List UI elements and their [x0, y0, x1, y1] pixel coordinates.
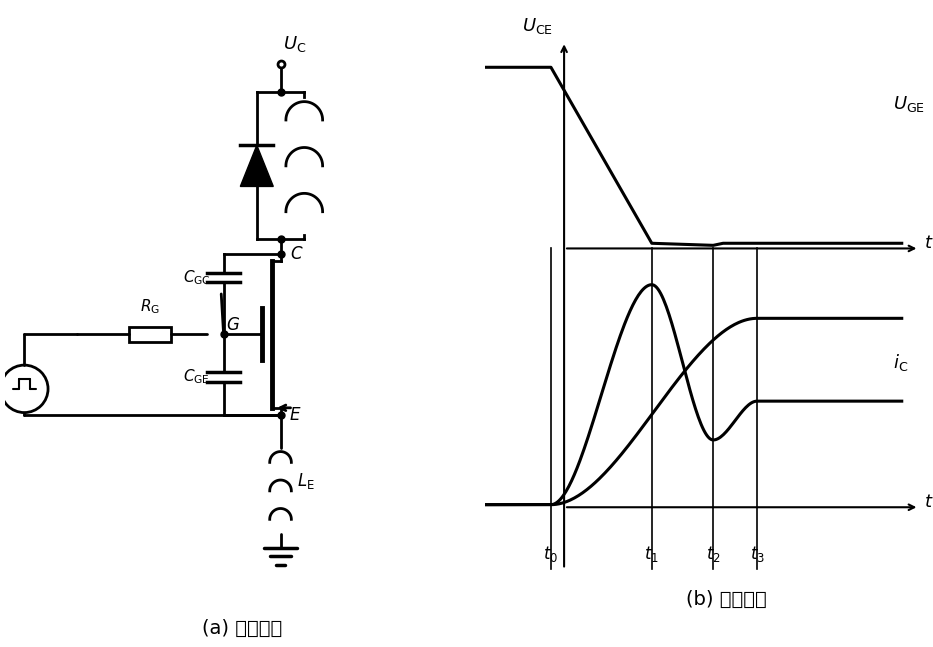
Text: $t$: $t$ [924, 493, 933, 511]
Text: $C_{\rm GC}$: $C_{\rm GC}$ [183, 268, 211, 287]
Text: $U_{\rm CE}$: $U_{\rm CE}$ [522, 16, 553, 36]
Text: $i_{\rm C}$: $i_{\rm C}$ [893, 352, 908, 373]
Text: $t_3$: $t_3$ [749, 544, 764, 564]
Text: $U_{\rm GE}$: $U_{\rm GE}$ [893, 94, 925, 113]
Text: E: E [290, 406, 300, 424]
Text: $R_{\rm G}$: $R_{\rm G}$ [140, 298, 160, 316]
Text: $U_{\rm C}$: $U_{\rm C}$ [283, 34, 306, 54]
Text: $t$: $t$ [924, 234, 933, 252]
Text: C: C [290, 245, 301, 263]
Text: G: G [226, 316, 239, 334]
Text: (a) 等效电路: (a) 等效电路 [202, 619, 283, 638]
Text: $C_{\rm GE}$: $C_{\rm GE}$ [183, 367, 210, 386]
Text: $t_1$: $t_1$ [645, 544, 660, 564]
Polygon shape [241, 146, 273, 186]
Bar [129, 327, 172, 342]
Text: $t_2$: $t_2$ [705, 544, 720, 564]
Text: $L_{\rm E}$: $L_{\rm E}$ [297, 472, 315, 491]
Text: (b) 开通波形: (b) 开通波形 [686, 590, 767, 609]
Text: $t_0$: $t_0$ [543, 544, 559, 564]
